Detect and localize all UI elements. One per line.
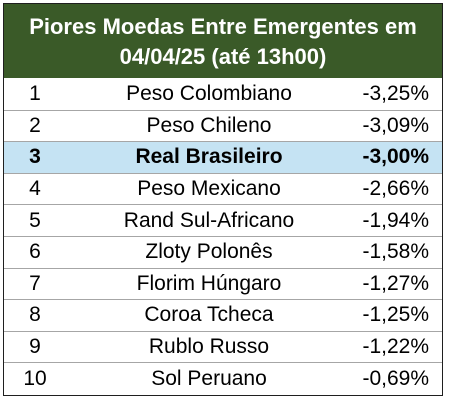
table-row: 1 Peso Colombiano -3,25% bbox=[4, 78, 442, 110]
table-row: 3 Real Brasileiro -3,00% bbox=[4, 141, 442, 173]
change-cell: -3,09% bbox=[362, 113, 429, 137]
change-cell: -0,69% bbox=[362, 366, 429, 390]
rank-cell: 5 bbox=[29, 208, 41, 232]
change-cell: -3,25% bbox=[362, 81, 429, 105]
currency-cell: Peso Colombiano bbox=[126, 81, 292, 105]
table-row: 10 Sol Peruano -0,69% bbox=[4, 362, 442, 394]
rank-cell: 7 bbox=[29, 271, 41, 295]
currency-cell: Peso Chileno bbox=[146, 113, 272, 137]
currency-cell: Zloty Polonês bbox=[145, 240, 273, 264]
rank-cell: 3 bbox=[29, 145, 41, 169]
table-row: 6 Zloty Polonês -1,58% bbox=[4, 235, 442, 268]
rank-cell: 2 bbox=[29, 113, 41, 137]
table-row: 4 Peso Mexicano -2,66% bbox=[4, 172, 442, 205]
table-row: 2 Peso Chileno -3,09% bbox=[4, 109, 442, 142]
table-header: Piores Moedas Entre Emergentes em 04/04/… bbox=[4, 4, 442, 78]
currency-cell: Florim Húngaro bbox=[136, 271, 282, 295]
change-cell: -1,94% bbox=[362, 208, 429, 232]
table-row: 9 Rublo Russo -1,22% bbox=[4, 330, 442, 363]
rank-cell: 6 bbox=[29, 240, 41, 264]
change-cell: -1,27% bbox=[362, 271, 429, 295]
currency-ranking-table: Piores Moedas Entre Emergentes em 04/04/… bbox=[3, 3, 443, 396]
table-title-line2: 04/04/25 (até 13h00) bbox=[119, 44, 327, 69]
currency-cell: Sol Peruano bbox=[151, 366, 267, 390]
currency-cell: Rand Sul-Africano bbox=[123, 208, 295, 232]
currency-cell: Real Brasileiro bbox=[135, 145, 283, 169]
table-row: 8 Coroa Tcheca -1,25% bbox=[4, 299, 442, 331]
rank-cell: 8 bbox=[29, 303, 41, 327]
change-cell: -2,66% bbox=[362, 177, 429, 201]
change-cell: -1,25% bbox=[362, 303, 429, 327]
rank-cell: 9 bbox=[29, 335, 41, 359]
change-cell: -3,00% bbox=[362, 145, 429, 169]
rank-cell: 4 bbox=[29, 177, 41, 201]
rank-cell: 10 bbox=[23, 366, 47, 390]
table-row: 5 Rand Sul-Africano -1,94% bbox=[4, 204, 442, 236]
change-cell: -1,58% bbox=[362, 240, 429, 264]
currency-cell: Rublo Russo bbox=[148, 335, 270, 359]
table-body: 1 Peso Colombiano -3,25% 2 Peso Chileno … bbox=[4, 78, 442, 394]
table-row: 7 Florim Húngaro -1,27% bbox=[4, 267, 442, 300]
currency-cell: Peso Mexicano bbox=[137, 177, 281, 201]
currency-cell: Coroa Tcheca bbox=[144, 303, 274, 327]
table-title-line1: Piores Moedas Entre Emergentes em bbox=[29, 14, 417, 39]
rank-cell: 1 bbox=[29, 81, 41, 105]
change-cell: -1,22% bbox=[362, 335, 429, 359]
